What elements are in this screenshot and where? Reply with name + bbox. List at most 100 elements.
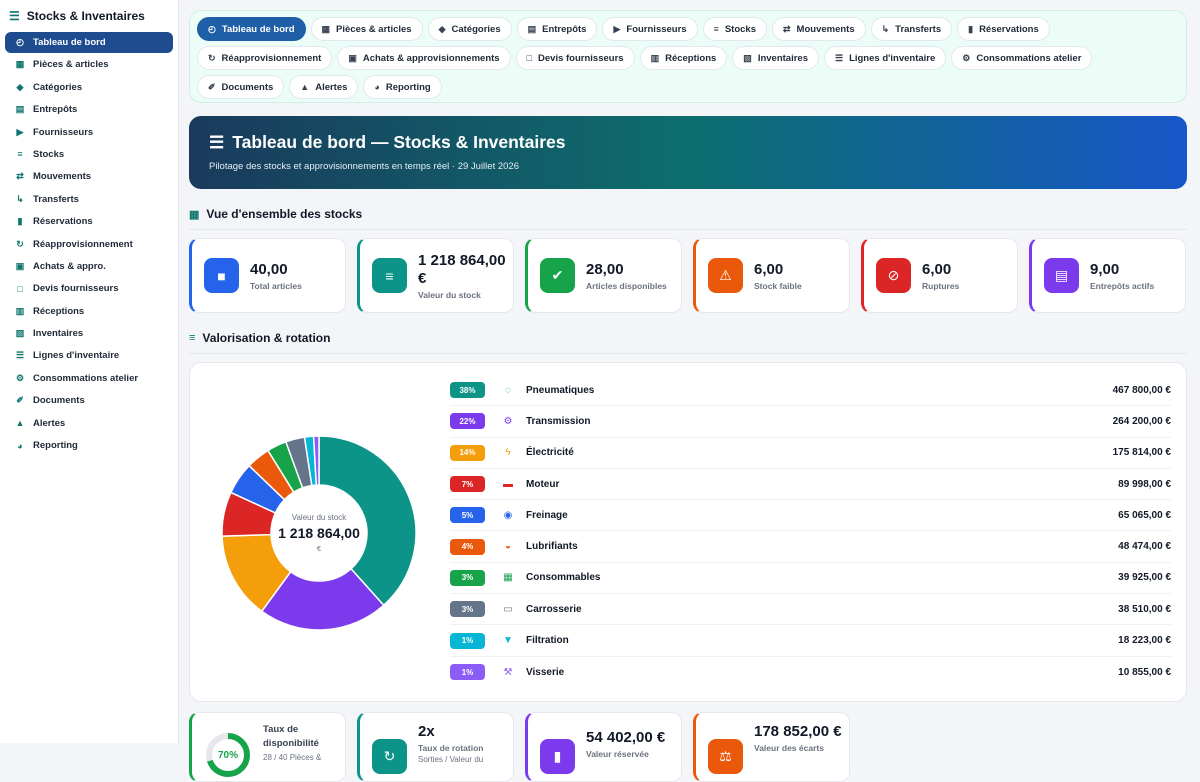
category-name: Carrosserie — [526, 603, 582, 615]
reservations-icon: ▮ — [17, 216, 23, 227]
category-pct-badge: 38% — [450, 382, 485, 399]
kpi-label: Ruptures — [922, 280, 960, 291]
rotation-value: 2x — [418, 723, 435, 740]
sidebar-item-reapprovisionnement[interactable]: ↻ Réapprovisionnement — [5, 234, 173, 255]
category-name: Lubrifiants — [526, 541, 578, 553]
category-row-moteur: 7% ▬ Moteur 89 998,00 € — [450, 469, 1171, 501]
tab-receptions[interactable]: ▥ Réceptions — [639, 46, 728, 70]
receptions-icon: ▥ — [15, 305, 25, 316]
category-row-electricite: 14% ϟ Électricité 175 814,00 € — [450, 438, 1171, 469]
availability-sub: 28 / 40 Pièces & — [263, 753, 322, 762]
tab-inventaires[interactable]: ▧ Inventaires — [732, 46, 819, 70]
sidebar-item-documents[interactable]: ✐ Documents — [5, 390, 173, 411]
tab-label: Inventaires — [757, 52, 808, 64]
donut-slice-transmission[interactable] — [260, 567, 385, 631]
tab-achats-approvisionnements[interactable]: ▣ Achats & approvisionnements — [337, 46, 511, 70]
sidebar-item-label: Réceptions — [33, 305, 85, 317]
sidebar-item-transferts[interactable]: ↳ Transferts — [5, 189, 173, 210]
layers-icon: ☰ — [9, 9, 20, 23]
sidebar-item-reporting[interactable]: ◕ Reporting — [5, 435, 173, 456]
reserved-card: ▮ 54 402,00 € Valeur réservée — [525, 712, 682, 782]
tab-alertes[interactable]: ▲ Alertes — [289, 75, 359, 99]
kpi-label: Valeur du stock — [418, 289, 481, 300]
documents-icon: ✐ — [16, 395, 24, 406]
sidebar-item-receptions[interactable]: ▥ Réceptions — [5, 301, 173, 322]
transferts-icon: ↳ — [16, 193, 24, 204]
sidebar-item-entrepots[interactable]: ▤ Entrepôts — [5, 99, 173, 120]
reserved-value: 54 402,00 € — [586, 729, 666, 746]
boxes-icon: ▦ — [189, 208, 200, 221]
category-row-filtration: 1% ▼ Filtration 18 223,00 € — [450, 625, 1171, 657]
tab-pieces-articles[interactable]: ▦ Pièces & articles — [310, 17, 423, 41]
sidebar-item-mouvements[interactable]: ⇄ Mouvements — [5, 166, 173, 187]
category-amount: 264 200,00 € — [1112, 415, 1171, 427]
alertes-icon: ▲ — [15, 418, 25, 429]
tab-fournisseurs[interactable]: ▶ Fournisseurs — [602, 17, 698, 41]
sidebar-item-reservations[interactable]: ▮ Réservations — [5, 211, 173, 232]
kpi-row: ■ 40,00 Total articles ≡ 1 218 864,00 € Valeu… — [189, 238, 1187, 313]
section-valorisation: ≡ Valorisation & rotation — [189, 331, 1187, 354]
main-content: ◴ Tableau de bord ▦ Pièces & articles ◆ Catég… — [189, 0, 1187, 782]
tab-reapprovisionnement[interactable]: ↻ Réapprovisionnement — [197, 46, 333, 70]
tab-label: Transferts — [895, 23, 942, 35]
category-pct-badge: 1% — [450, 632, 485, 649]
sidebar-item-label: Reporting — [33, 440, 78, 452]
sidebar-item-fournisseurs[interactable]: ▶ Fournisseurs — [5, 122, 173, 143]
tab-tableau-de-bord[interactable]: ◴ Tableau de bord — [197, 17, 306, 41]
sidebar-item-pieces-articles[interactable]: ▦ Pièces & articles — [5, 54, 173, 75]
category-name: Pneumatiques — [526, 384, 595, 396]
tab-label: Reporting — [385, 81, 431, 93]
tab-lignes-d-inventaire[interactable]: ☰ Lignes d'inventaire — [823, 46, 947, 70]
sidebar-item-categories[interactable]: ◆ Catégories — [5, 77, 173, 98]
pieces-articles-icon: ▦ — [321, 23, 331, 34]
sidebar-item-label: Lignes d'inventaire — [33, 350, 120, 362]
achats-appro-icon: ▣ — [15, 260, 25, 271]
donut-slice-pneumatiques[interactable] — [318, 435, 417, 607]
tab-documents[interactable]: ✐ Documents — [197, 75, 285, 99]
sidebar-item-label: Achats & appro. — [33, 260, 106, 272]
page-title: ☰ Tableau de bord — Stocks & Inventaires — [209, 132, 1167, 153]
kpi-card-valeur-du-stock: ≡ 1 218 864,00 € Valeur du stock — [357, 238, 514, 313]
transferts-icon: ↳ — [881, 23, 890, 34]
sidebar-item-label: Réservations — [33, 216, 93, 228]
sidebar-item-alertes[interactable]: ▲ Alertes — [5, 413, 173, 434]
sidebar-item-devis-fournisseurs[interactable]: □ Devis fournisseurs — [5, 278, 173, 299]
tab-entrepots[interactable]: ▤ Entrepôts — [516, 17, 598, 41]
tab-reporting[interactable]: ◕ Reporting — [363, 75, 442, 99]
sidebar: ☰ Stocks & Inventaires ◴ Tableau de bord ▦… — [0, 0, 179, 743]
availability-card: 70% Taux de disponibilité 28 / 40 Pièces… — [189, 712, 346, 782]
tab-devis-fournisseurs[interactable]: □ Devis fournisseurs — [515, 46, 635, 70]
mouvements-icon: ⇄ — [16, 171, 24, 182]
valeur-du-stock-icon: ≡ — [372, 258, 407, 293]
availability-title: Taux de disponibilité — [263, 724, 319, 749]
stock-faible-icon: ⚠ — [708, 258, 743, 293]
devis-fournisseurs-icon: □ — [17, 283, 23, 294]
tab-label: Fournisseurs — [626, 23, 687, 35]
sidebar-item-tableau-de-bord[interactable]: ◴ Tableau de bord — [5, 32, 173, 53]
category-amount: 18 223,00 € — [1118, 635, 1171, 647]
gaps-card: ⚖ 178 852,00 € Valeur des écarts — [693, 712, 850, 782]
tab-label: Réceptions — [665, 52, 717, 64]
tab-consommations-atelier[interactable]: ⚙ Consommations atelier — [951, 46, 1093, 70]
sidebar-item-stocks[interactable]: ≡ Stocks — [5, 144, 173, 165]
sidebar-item-inventaires[interactable]: ▧ Inventaires — [5, 323, 173, 344]
sidebar-item-consommations-atelier[interactable]: ⚙ Consommations atelier — [5, 368, 173, 389]
tab-mouvements[interactable]: ⇄ Mouvements — [772, 17, 866, 41]
kpi-value: 9,00 — [1090, 260, 1120, 278]
category-pct-badge: 14% — [450, 444, 485, 461]
kpi-label: Stock faible — [754, 280, 802, 291]
kpi-card-articles-disponibles: ✔ 28,00 Articles disponibles — [525, 238, 682, 313]
tab-reservations[interactable]: ▮ Réservations — [957, 17, 1050, 41]
tab-transferts[interactable]: ↳ Transferts — [870, 17, 953, 41]
sidebar-item-lignes-d-inventaire[interactable]: ☰ Lignes d'inventaire — [5, 345, 173, 366]
kpi-label: Entrepôts actifs — [1090, 280, 1155, 291]
sidebar-item-label: Pièces & articles — [33, 59, 109, 71]
consommations-atelier-icon: ⚙ — [15, 372, 25, 383]
sidebar-item-achats-appro[interactable]: ▣ Achats & appro. — [5, 256, 173, 277]
tab-stocks[interactable]: ≡ Stocks — [702, 17, 767, 41]
entrepots-actifs-icon: ▤ — [1044, 258, 1079, 293]
sidebar-item-label: Alertes — [33, 417, 66, 429]
tab-categories[interactable]: ◆ Catégories — [427, 17, 512, 41]
section-overview-title: Vue d'ensemble des stocks — [206, 207, 363, 221]
donut-slice-visserie[interactable] — [312, 435, 320, 486]
